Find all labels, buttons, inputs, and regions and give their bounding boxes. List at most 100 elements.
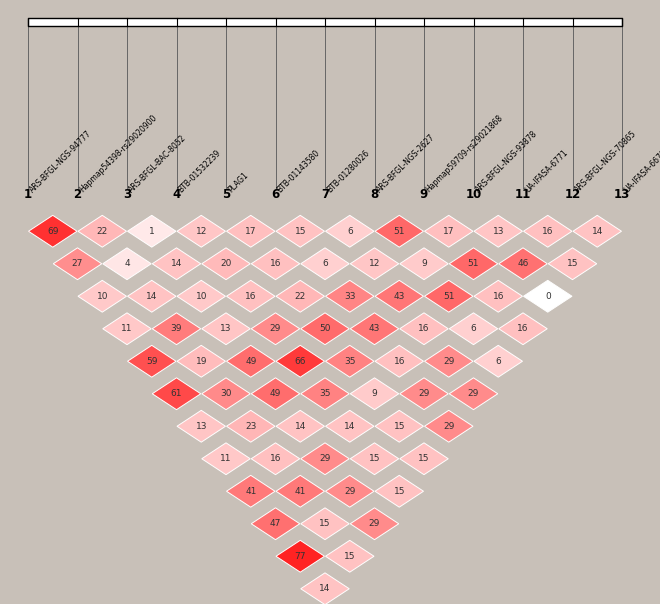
Polygon shape xyxy=(78,280,127,312)
Polygon shape xyxy=(177,215,226,247)
Polygon shape xyxy=(400,313,448,345)
Polygon shape xyxy=(375,410,424,442)
Polygon shape xyxy=(375,475,424,507)
Polygon shape xyxy=(226,280,275,312)
Text: 9: 9 xyxy=(420,188,428,202)
Polygon shape xyxy=(301,313,349,345)
Text: 13: 13 xyxy=(220,324,232,333)
Text: 19: 19 xyxy=(195,357,207,366)
Text: 12: 12 xyxy=(369,259,380,268)
Polygon shape xyxy=(251,378,300,410)
Polygon shape xyxy=(350,443,399,475)
Text: 35: 35 xyxy=(319,389,331,398)
Polygon shape xyxy=(276,345,325,377)
Text: 29: 29 xyxy=(418,389,430,398)
Text: 15: 15 xyxy=(393,422,405,431)
Polygon shape xyxy=(474,215,523,247)
Text: BTB-01280026: BTB-01280026 xyxy=(325,149,371,194)
Text: 4: 4 xyxy=(124,259,130,268)
Polygon shape xyxy=(499,313,547,345)
Text: 17: 17 xyxy=(245,226,257,236)
Polygon shape xyxy=(350,248,399,280)
Text: 5: 5 xyxy=(222,188,230,202)
Polygon shape xyxy=(202,248,250,280)
Text: 16: 16 xyxy=(270,454,281,463)
Polygon shape xyxy=(103,313,151,345)
Text: ARS-BFGL-NGS-70865: ARS-BFGL-NGS-70865 xyxy=(572,129,638,194)
Text: 15: 15 xyxy=(393,487,405,496)
Text: 13: 13 xyxy=(614,188,630,202)
Text: 51: 51 xyxy=(468,259,479,268)
Text: 61: 61 xyxy=(171,389,182,398)
Text: Hapmap54398-rs29020900: Hapmap54398-rs29020900 xyxy=(77,114,158,194)
Polygon shape xyxy=(449,313,498,345)
Text: 77: 77 xyxy=(294,551,306,561)
Text: 4: 4 xyxy=(172,188,181,202)
Polygon shape xyxy=(152,248,201,280)
Text: 17: 17 xyxy=(443,226,455,236)
Text: 6: 6 xyxy=(496,357,501,366)
Polygon shape xyxy=(375,215,424,247)
Text: 14: 14 xyxy=(146,292,158,301)
Text: 11: 11 xyxy=(220,454,232,463)
Polygon shape xyxy=(573,215,622,247)
Text: 29: 29 xyxy=(468,389,479,398)
Text: 6: 6 xyxy=(271,188,280,202)
Polygon shape xyxy=(127,345,176,377)
Text: 16: 16 xyxy=(542,226,554,236)
Polygon shape xyxy=(474,280,523,312)
Text: 11: 11 xyxy=(515,188,531,202)
Polygon shape xyxy=(53,248,102,280)
Polygon shape xyxy=(375,345,424,377)
Polygon shape xyxy=(350,508,399,540)
Text: 13: 13 xyxy=(195,422,207,431)
Polygon shape xyxy=(251,248,300,280)
Text: 30: 30 xyxy=(220,389,232,398)
Text: 6: 6 xyxy=(471,324,477,333)
Text: 27: 27 xyxy=(72,259,83,268)
Polygon shape xyxy=(449,378,498,410)
Text: 15: 15 xyxy=(319,519,331,528)
Text: UA-IFASA-6678: UA-IFASA-6678 xyxy=(622,148,660,194)
Text: UA-IFASA-6771: UA-IFASA-6771 xyxy=(523,148,570,194)
Text: 29: 29 xyxy=(344,487,356,496)
Text: 16: 16 xyxy=(245,292,257,301)
Text: 14: 14 xyxy=(591,226,603,236)
Polygon shape xyxy=(251,443,300,475)
Text: 16: 16 xyxy=(270,259,281,268)
Text: 49: 49 xyxy=(270,389,281,398)
Text: 15: 15 xyxy=(294,226,306,236)
Polygon shape xyxy=(325,410,374,442)
Text: 14: 14 xyxy=(344,422,356,431)
Text: 16: 16 xyxy=(418,324,430,333)
Text: ARS-BFGL-NGS-93878: ARS-BFGL-NGS-93878 xyxy=(473,129,539,194)
Text: 43: 43 xyxy=(393,292,405,301)
Polygon shape xyxy=(424,280,473,312)
Polygon shape xyxy=(375,280,424,312)
Polygon shape xyxy=(325,541,374,572)
Polygon shape xyxy=(202,378,250,410)
Text: 49: 49 xyxy=(245,357,257,366)
Text: 66: 66 xyxy=(294,357,306,366)
Text: 15: 15 xyxy=(418,454,430,463)
Polygon shape xyxy=(177,280,226,312)
Polygon shape xyxy=(251,508,300,540)
Polygon shape xyxy=(325,215,374,247)
Text: 16: 16 xyxy=(517,324,529,333)
Text: 39: 39 xyxy=(171,324,182,333)
Polygon shape xyxy=(424,410,473,442)
Polygon shape xyxy=(523,215,572,247)
Polygon shape xyxy=(474,345,523,377)
Text: 1: 1 xyxy=(24,188,32,202)
Polygon shape xyxy=(301,248,349,280)
Text: 11: 11 xyxy=(121,324,133,333)
Polygon shape xyxy=(301,443,349,475)
Text: 22: 22 xyxy=(96,226,108,236)
Text: 22: 22 xyxy=(294,292,306,301)
Text: 41: 41 xyxy=(294,487,306,496)
Text: 15: 15 xyxy=(344,551,356,561)
Text: 29: 29 xyxy=(270,324,281,333)
Text: 23: 23 xyxy=(245,422,257,431)
Text: BTB-01532239: BTB-01532239 xyxy=(176,148,222,194)
Text: Hapmap59709-rs29021868: Hapmap59709-rs29021868 xyxy=(424,114,505,194)
